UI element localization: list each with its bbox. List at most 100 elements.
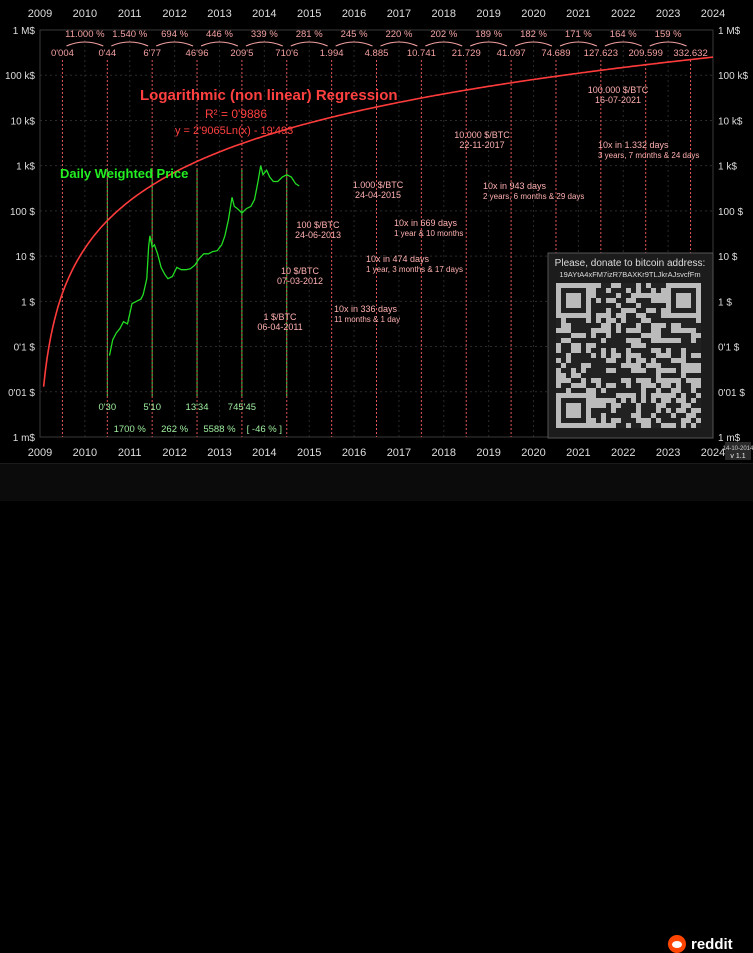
qr-module [621, 378, 626, 383]
milestone-date: 24-06-2013 [295, 230, 341, 240]
series-label: Daily Weighted Price [60, 166, 188, 181]
qr-module [626, 288, 631, 293]
regression-growth-pct: 182 % [520, 29, 547, 40]
qr-module [686, 403, 691, 408]
qr-module [606, 288, 611, 293]
x-tick-label-bottom: 2015 [297, 447, 321, 459]
qr-module [651, 363, 656, 368]
qr-module [651, 393, 656, 398]
qr-module [666, 348, 671, 353]
qr-module [641, 293, 646, 298]
qr-module [681, 418, 686, 423]
qr-module [606, 328, 611, 333]
milestone-price: 1 $/BTC [263, 312, 297, 322]
qr-module [681, 358, 686, 363]
regression-growth-pct: 164 % [610, 29, 637, 40]
qr-module [591, 288, 596, 293]
qr-module [591, 283, 596, 288]
qr-module [696, 378, 701, 383]
qr-module [581, 333, 586, 338]
qr-module [681, 408, 686, 413]
qr-module [656, 353, 661, 358]
qr-module [596, 398, 601, 403]
qr-module [631, 413, 636, 418]
qr-module [651, 298, 656, 303]
regression-year-value: 41.097 [497, 48, 526, 59]
qr-module [596, 423, 601, 428]
qr-module [641, 358, 646, 363]
qr-module [671, 323, 676, 328]
qr-module [671, 358, 676, 363]
qr-module [696, 418, 701, 423]
qr-module [606, 308, 611, 313]
qr-module [611, 298, 616, 303]
qr-module [556, 343, 561, 348]
qr-module [561, 323, 566, 328]
growth-arrow [66, 41, 104, 47]
qr-module [691, 408, 696, 413]
qr-module [621, 363, 626, 368]
qr-module [656, 373, 661, 378]
qr-module [566, 388, 571, 393]
qr-module [631, 338, 636, 343]
chart-annotations: 0'004 0'44 6'77 46'96 209'5 710'6 1.994 4.885 10… [51, 29, 753, 460]
milestone-date: 22-11-2017 [459, 140, 504, 150]
qr-module [656, 378, 661, 383]
chart-stage: 2009 2009 2010 2010 2011 2011 2012 2012 2013 2013… [0, 8, 753, 953]
qr-module [626, 353, 631, 358]
qr-module [611, 398, 616, 403]
qr-module [576, 343, 581, 348]
x-tick-label-bottom: 2024 [701, 447, 725, 459]
qr-module [596, 328, 601, 333]
regression-growth-pct: 189 % [475, 29, 502, 40]
regression-growth-pct: 1.540 % [112, 29, 147, 40]
qr-module [686, 378, 691, 383]
chart-title: Logarithmic (non linear) Regression [140, 87, 398, 104]
qr-module [646, 378, 651, 383]
growth-arrow [559, 41, 598, 47]
qr-module [606, 323, 611, 328]
y-tick-label-right: 1 m$ [718, 433, 741, 444]
qr-module [586, 343, 591, 348]
qr-module [661, 308, 666, 313]
qr-module [631, 343, 636, 348]
qr-module [601, 323, 606, 328]
qr-module [691, 388, 696, 393]
regression-year-value: 127.623 [584, 48, 618, 59]
qr-module [661, 398, 666, 403]
qr-module [686, 418, 691, 423]
qr-module [601, 403, 606, 408]
qr-module [646, 418, 651, 423]
y-tick-label-left: 0'1 $ [14, 343, 36, 354]
y-tick-label-left: 1 k$ [16, 162, 35, 173]
regression-year-value: 10.741 [407, 48, 436, 59]
qr-module [661, 323, 666, 328]
qr-module [651, 323, 656, 328]
y-tick-label-right: 0'01 $ [718, 388, 745, 399]
qr-module [681, 368, 686, 373]
qr-finder-core [676, 293, 691, 308]
qr-module [656, 363, 661, 368]
qr-module [611, 283, 616, 288]
milestone-price: 10.000 $/BTC [454, 130, 510, 140]
qr-module [646, 283, 651, 288]
x-tick-label-top: 2020 [521, 8, 545, 20]
growth-arrow [111, 41, 149, 47]
milestone-price: 100 $/BTC [296, 220, 340, 230]
qr-module [601, 338, 606, 343]
qr-module [606, 423, 611, 428]
qr-module [656, 298, 661, 303]
qr-module [586, 348, 591, 353]
x-tick-label-bottom: 2017 [387, 447, 411, 459]
qr-module [621, 318, 626, 323]
qr-module [606, 358, 611, 363]
regression-curve [42, 56, 714, 387]
qr-module [611, 383, 616, 388]
interval-detail: 3 years, 7 months & 24 days [598, 151, 699, 160]
qr-module [596, 313, 601, 318]
year-markers [61, 60, 692, 437]
qr-module [626, 358, 631, 363]
qr-module [616, 323, 621, 328]
growth-arrow [604, 41, 642, 47]
qr-module [626, 383, 631, 388]
